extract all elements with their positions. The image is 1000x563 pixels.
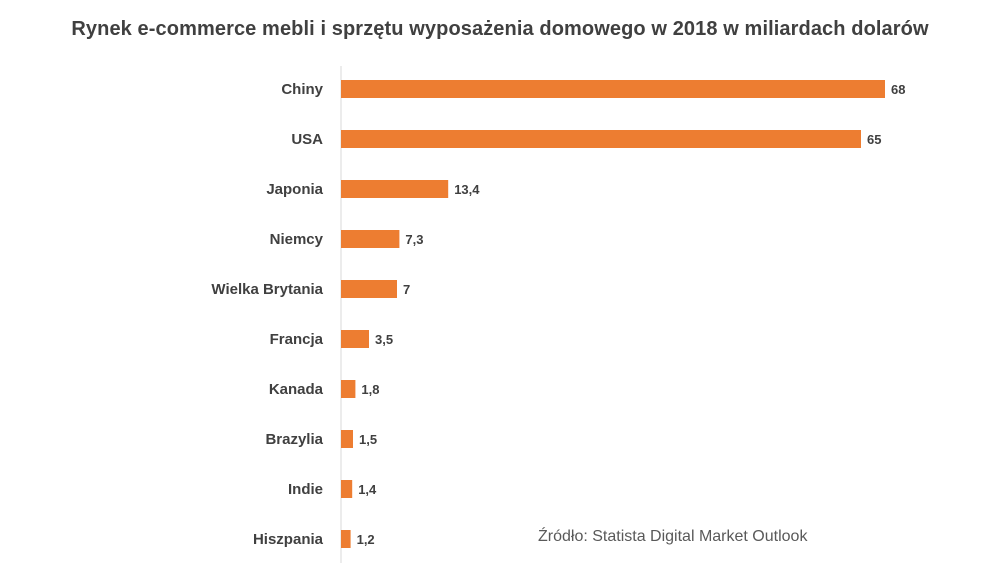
bar-kanada: [341, 380, 356, 398]
source-note: Źródło: Statista Digital Market Outlook: [538, 528, 808, 545]
value-label-francja: 3,5: [375, 332, 393, 347]
bar-chiny: [341, 80, 885, 98]
category-label-kanada: Kanada: [269, 381, 324, 398]
category-label-indie: Indie: [288, 481, 323, 498]
bar-hiszpania: [341, 530, 351, 548]
category-label-japonia: Japonia: [266, 181, 323, 198]
category-label-brazylia: Brazylia: [265, 431, 323, 448]
value-label-hiszpania: 1,2: [357, 532, 375, 547]
bars-group: Chiny 68 USA 65 Japonia 13,4 Niemcy 7,3 Wielka B…: [211, 80, 905, 548]
bar-brazylia: [341, 430, 353, 448]
bar-japonia: [341, 180, 449, 198]
bar-niemcy: [341, 230, 400, 248]
value-label-japonia: 13,4: [454, 182, 480, 197]
category-label-usa: USA: [291, 131, 323, 148]
category-label-chiny: Chiny: [281, 81, 323, 98]
category-label-francja: Francja: [270, 331, 324, 348]
value-label-chiny: 68: [891, 82, 905, 97]
value-label-indie: 1,4: [358, 482, 377, 497]
value-label-wielka-brytania: 7: [403, 282, 410, 297]
bar-usa: [341, 130, 861, 148]
value-label-niemcy: 7,3: [405, 232, 423, 247]
category-label-wielka-brytania: Wielka Brytania: [211, 281, 323, 298]
value-label-brazylia: 1,5: [359, 432, 377, 447]
value-label-usa: 65: [867, 132, 881, 147]
bar-wielka-brytania: [341, 280, 397, 298]
category-label-hiszpania: Hiszpania: [253, 531, 324, 548]
category-label-niemcy: Niemcy: [270, 231, 324, 248]
bar-indie: [341, 480, 353, 498]
bar-francja: [341, 330, 369, 348]
value-label-kanada: 1,8: [361, 382, 379, 397]
chart-title: Rynek e-commerce mebli i sprzętu wyposaż…: [71, 18, 929, 40]
